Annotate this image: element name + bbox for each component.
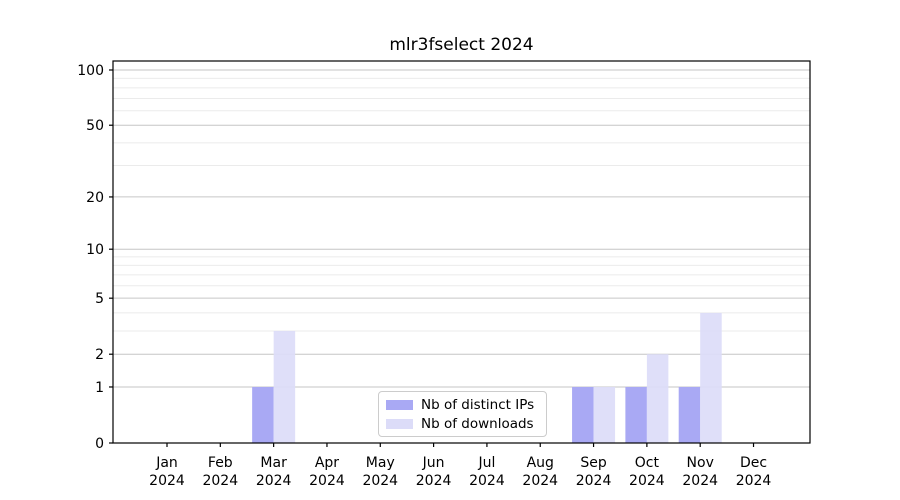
svg-text:Jul: Jul [477, 455, 495, 471]
plot-border [112, 60, 811, 444]
bar [646, 354, 669, 443]
bar [572, 386, 594, 443]
bar [252, 386, 274, 443]
svg-text:Aug: Aug [527, 455, 554, 471]
svg-text:2024: 2024 [736, 473, 772, 489]
svg-text:Jun: Jun [422, 455, 445, 471]
svg-text:2024: 2024 [309, 473, 345, 489]
svg-text:0: 0 [95, 436, 104, 452]
svg-text:2024: 2024 [469, 473, 505, 489]
minor-gridlines [113, 77, 810, 332]
y-axis: 0 1 2 5 10 20 50 100 [77, 63, 113, 452]
svg-text:2024: 2024 [256, 473, 292, 489]
svg-text:Oct: Oct [635, 455, 660, 471]
bar [678, 386, 701, 443]
svg-text:Mar: Mar [260, 455, 287, 471]
legend-item-distinct-ips: Nb of distinct IPs [386, 395, 540, 414]
legend-swatch-distinct-ips [386, 399, 413, 410]
svg-text:Sep: Sep [580, 455, 607, 471]
legend: Nb of distinct IPs Nb of downloads [378, 391, 547, 437]
legend-item-downloads: Nb of downloads [386, 414, 540, 433]
svg-text:2024: 2024 [576, 473, 612, 489]
x-axis: Jan 2024 Feb 2024 Mar 2024 Apr 2024 May 2024 Jun 20… [149, 443, 771, 489]
bars [252, 312, 722, 443]
svg-text:Nov: Nov [687, 455, 714, 471]
chart-title: mlr3fselect 2024 [389, 35, 534, 55]
svg-text:Dec: Dec [740, 455, 767, 471]
svg-text:May: May [366, 455, 395, 471]
svg-text:2024: 2024 [202, 473, 238, 489]
svg-text:Feb: Feb [208, 455, 233, 471]
legend-label-downloads: Nb of downloads [421, 415, 534, 432]
svg-text:2024: 2024 [416, 473, 452, 489]
legend-label-distinct-ips: Nb of distinct IPs [421, 396, 535, 413]
svg-text:2: 2 [95, 347, 104, 363]
svg-text:20: 20 [86, 190, 104, 206]
svg-text:50: 50 [86, 118, 104, 134]
svg-text:100: 100 [77, 63, 104, 79]
svg-text:Jan: Jan [155, 455, 178, 471]
svg-text:10: 10 [86, 242, 104, 258]
svg-text:1: 1 [95, 380, 104, 396]
bar [625, 386, 647, 443]
svg-text:2024: 2024 [149, 473, 185, 489]
svg-text:5: 5 [95, 291, 104, 307]
svg-text:2024: 2024 [362, 473, 398, 489]
bar [700, 312, 722, 443]
svg-text:Apr: Apr [315, 455, 339, 471]
bar [593, 386, 616, 443]
legend-swatch-downloads [386, 418, 413, 429]
svg-text:2024: 2024 [629, 473, 665, 489]
bar [273, 330, 296, 443]
svg-text:2024: 2024 [522, 473, 558, 489]
svg-text:2024: 2024 [682, 473, 718, 489]
